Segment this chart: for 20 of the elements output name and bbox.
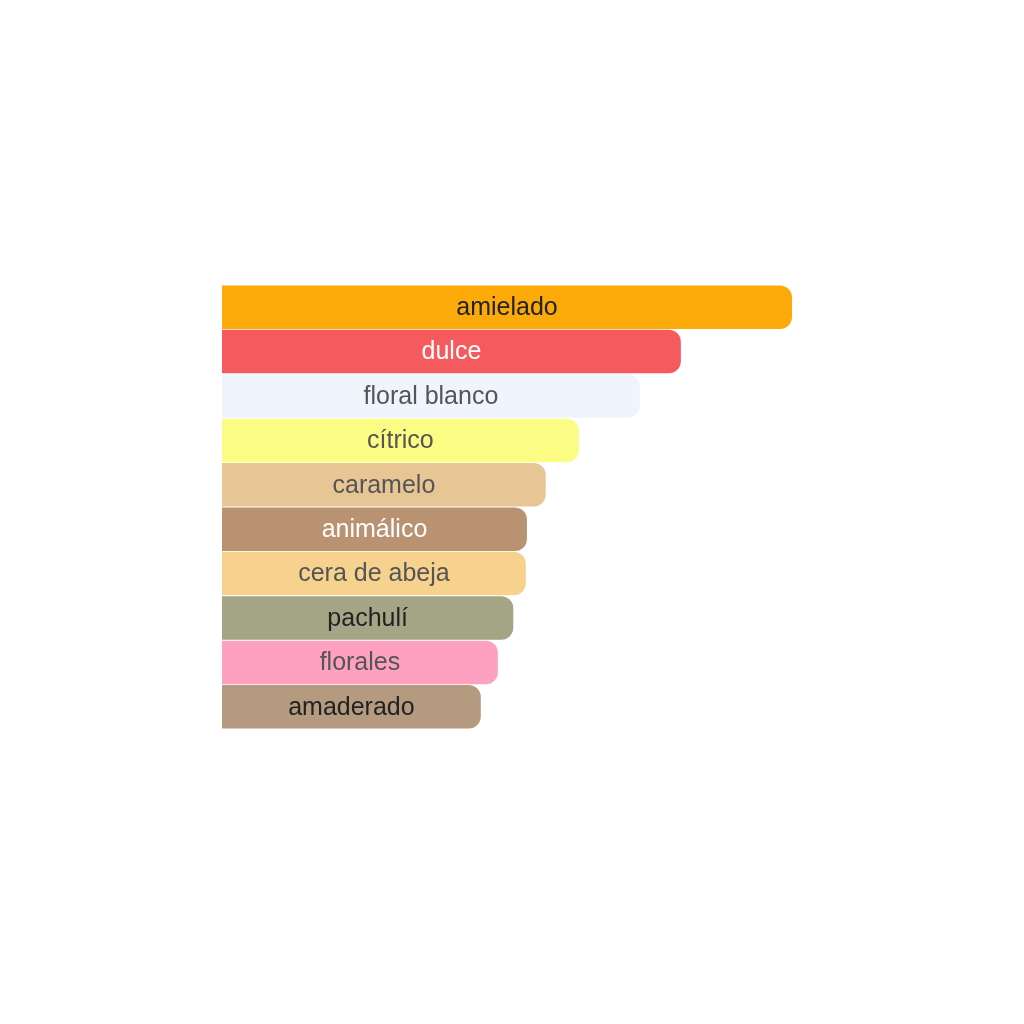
bar	[222, 418, 579, 463]
bar	[222, 285, 792, 329]
bar	[222, 463, 546, 507]
bar	[222, 685, 481, 729]
bar	[222, 329, 681, 374]
y-tick-label: florales	[319, 647, 401, 676]
y-tick-label: amaderado	[288, 691, 415, 720]
y-tick-label: floral blanco	[363, 380, 499, 409]
bar	[222, 374, 640, 418]
y-tick-label: animálico	[321, 514, 428, 543]
y-tick-label: caramelo	[332, 469, 436, 498]
bar	[222, 551, 526, 596]
y-tick-label: amielado	[456, 292, 558, 321]
y-tick-label: dulce	[421, 336, 482, 365]
y-tick-label: pachulí	[327, 602, 408, 631]
bar	[222, 596, 514, 640]
y-tick-label: cera de abeja	[298, 558, 450, 587]
bar	[222, 507, 527, 551]
bar	[222, 640, 498, 685]
y-tick-label: cítrico	[367, 425, 434, 454]
